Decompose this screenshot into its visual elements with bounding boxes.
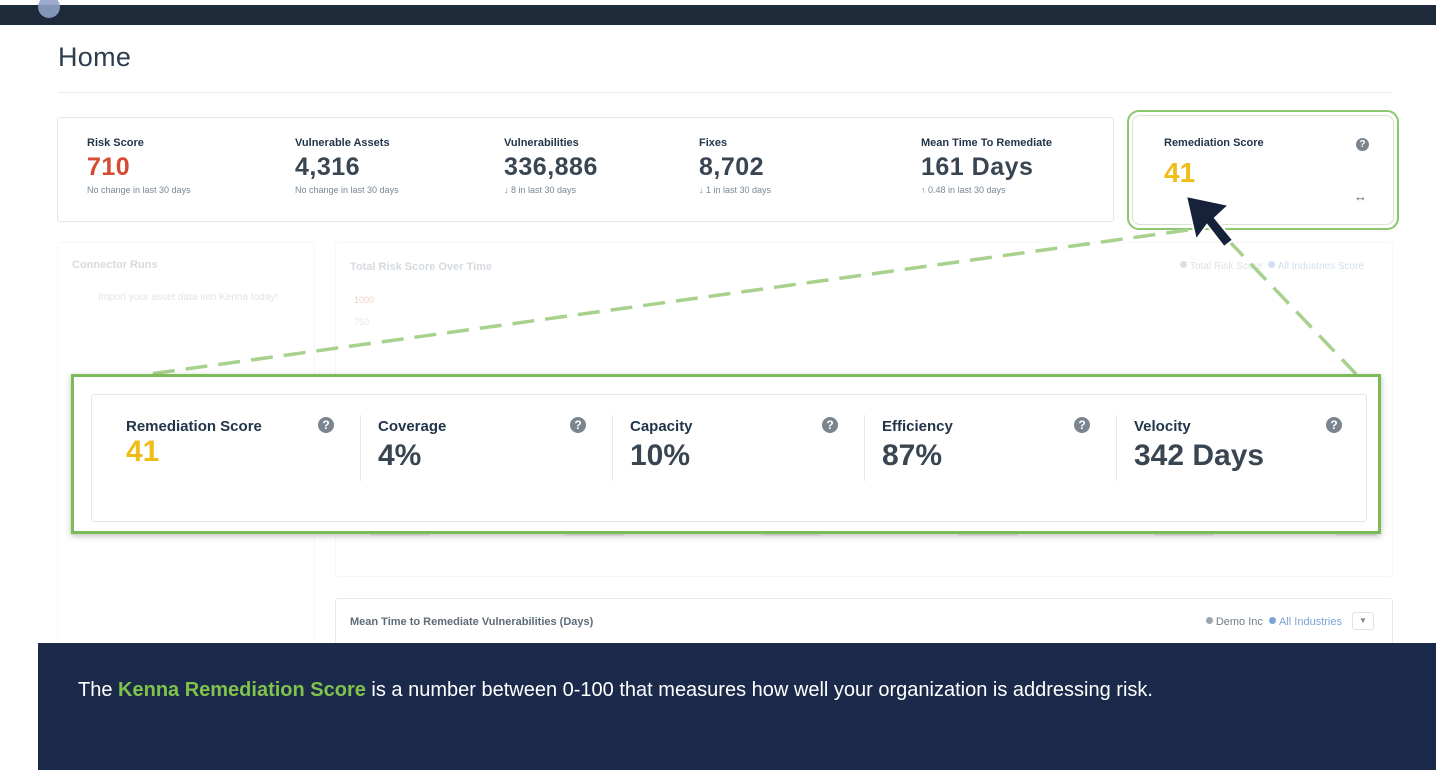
legend-dot — [1180, 261, 1188, 268]
metric-divider — [864, 415, 865, 481]
mttr-chart-title: Mean Time to Remediate Vulnerabilities (… — [350, 616, 594, 628]
legend-dot — [1269, 617, 1277, 624]
legend-all-industries[interactable]: All Industries Score — [1277, 261, 1364, 272]
remediation-score-card[interactable]: Remediation Score 41 ? ↔ — [1132, 115, 1394, 225]
metric-capacity[interactable]: Capacity 10% ? — [630, 395, 850, 521]
stat-change: ↓ 8 in last 30 days — [504, 185, 577, 195]
metric-divider — [1116, 415, 1117, 481]
remediation-score-value: 41 — [1164, 157, 1196, 188]
stat-vulnerable-assets[interactable]: Vulnerable Assets 4,316 No change in las… — [295, 137, 399, 195]
y-tick-label: 750 — [354, 317, 370, 327]
help-icon[interactable]: ? — [318, 417, 334, 433]
mttr-chart-legend: Demo Inc All Industries — [1205, 616, 1342, 628]
stat-change: No change in last 30 days — [295, 185, 399, 195]
metric-efficiency[interactable]: Efficiency 87% ? — [882, 395, 1102, 521]
x-tick — [564, 532, 624, 536]
stat-value: 4,316 — [295, 153, 361, 181]
stat-vulnerabilities[interactable]: Vulnerabilities 336,886 ↓ 8 in last 30 d… — [504, 137, 598, 195]
expand-icon[interactable]: ↔ — [1354, 189, 1367, 204]
metric-value: 342 Days — [1134, 439, 1265, 472]
top-navbar — [0, 0, 1436, 25]
stat-mean-time-to-remediate[interactable]: Mean Time To Remediate 161 Days ↑ 0.48 i… — [921, 137, 1052, 195]
remediation-breakdown-card: Remediation Score 41 ? Coverage 4% ? Cap… — [91, 394, 1367, 522]
x-tick — [1336, 532, 1376, 536]
chevron-down-icon[interactable]: ▼ — [1352, 612, 1374, 630]
metric-value: 10% — [630, 439, 691, 472]
stat-change: ↑ 0.48 in last 30 days — [921, 185, 1006, 195]
legend-demo-inc[interactable]: Demo Inc — [1215, 616, 1263, 628]
stat-value: 8,702 — [699, 153, 765, 181]
caption-banner: The Kenna Remediation Score is a number … — [38, 643, 1436, 770]
metric-label: Capacity — [630, 418, 693, 435]
x-tick — [370, 532, 430, 536]
metric-label: Velocity — [1134, 418, 1191, 435]
stat-label: Vulnerabilities — [504, 137, 579, 149]
title-divider — [58, 92, 1392, 93]
x-tick — [761, 532, 821, 536]
x-tick — [1154, 532, 1214, 536]
caption-suffix: is a number between 0-100 that measures … — [365, 679, 1153, 701]
cursor-arrow-icon — [1184, 194, 1235, 249]
stat-change: ↓ 1 in last 30 days — [699, 185, 772, 195]
page-title: Home — [58, 42, 132, 72]
metric-remediation-score[interactable]: Remediation Score 41 ? — [126, 395, 346, 521]
x-axis-ticks — [336, 532, 1392, 542]
stat-label: Risk Score — [87, 137, 144, 149]
risk-chart-legend: Total Risk Score All Industries Score — [1180, 261, 1364, 272]
connector-runs-title: Connector Runs — [72, 259, 158, 271]
stat-value: 336,886 — [504, 153, 598, 181]
metric-velocity[interactable]: Velocity 342 Days ? — [1134, 395, 1354, 521]
metric-coverage[interactable]: Coverage 4% ? — [378, 395, 598, 521]
remediation-breakdown-callout: Remediation Score 41 ? Coverage 4% ? Cap… — [71, 374, 1381, 534]
y-tick-label: 1000 — [354, 295, 375, 305]
help-icon[interactable]: ? — [822, 417, 838, 433]
remediation-highlight-frame — [1127, 110, 1399, 230]
metric-label: Remediation Score — [126, 418, 262, 435]
stat-label: Mean Time To Remediate — [921, 137, 1053, 149]
help-icon[interactable]: ? — [1074, 417, 1090, 433]
legend-dot — [1205, 617, 1213, 624]
caption-prefix: The — [78, 679, 119, 701]
risk-score-chart-card: Total Risk Score Over Time Total Risk Sc… — [335, 242, 1393, 577]
app-logo-icon[interactable] — [38, 0, 60, 18]
metric-value: 41 — [126, 435, 160, 468]
caption-highlight: Kenna Remediation Score — [118, 679, 366, 701]
metric-value: 87% — [882, 439, 943, 472]
legend-dot — [1267, 261, 1275, 268]
risk-chart-title: Total Risk Score Over Time — [350, 261, 493, 273]
metric-label: Coverage — [378, 418, 447, 435]
x-tick — [958, 532, 1018, 536]
metric-divider — [360, 415, 361, 481]
legend-all-industries[interactable]: All Industries — [1279, 616, 1342, 628]
stat-risk-score[interactable]: Risk Score 710 No change in last 30 days — [87, 137, 191, 195]
metric-value: 4% — [378, 439, 422, 472]
stat-label: Fixes — [699, 137, 728, 149]
caption-text: The Kenna Remediation Score is a number … — [78, 676, 1278, 705]
stats-card: Risk Score 710 No change in last 30 days… — [57, 117, 1114, 222]
help-icon[interactable]: ? — [1326, 417, 1342, 433]
metric-label: Efficiency — [882, 418, 953, 435]
help-icon[interactable]: ? — [570, 417, 586, 433]
callout-line-left — [149, 228, 1189, 376]
connector-runs-message[interactable]: Import your asset data into Kenna today! — [97, 292, 279, 303]
stat-value: 710 — [87, 153, 131, 181]
stat-change: No change in last 30 days — [87, 185, 191, 195]
metric-divider — [612, 415, 613, 481]
stat-label: Vulnerable Assets — [295, 137, 390, 149]
remediation-score-label: Remediation Score — [1164, 137, 1264, 149]
legend-total-risk[interactable]: Total Risk Score — [1190, 261, 1263, 272]
stat-fixes[interactable]: Fixes 8,702 ↓ 1 in last 30 days — [699, 137, 771, 195]
stat-value: 161 Days — [921, 153, 1034, 181]
help-icon[interactable]: ? — [1356, 138, 1369, 151]
callout-line-right — [1226, 238, 1358, 376]
